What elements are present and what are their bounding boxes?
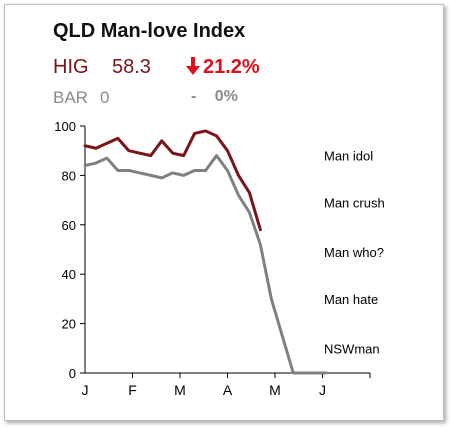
series-line-hig <box>83 129 262 232</box>
y-tick-label: 60 <box>62 218 76 233</box>
down-arrow-icon <box>186 56 200 79</box>
bar-change: - 0% <box>191 88 238 106</box>
hig-change: 21.2% <box>186 56 260 79</box>
x-tick-label: M <box>269 382 281 398</box>
x-tick-label: J <box>82 382 89 398</box>
y-tick-label: 20 <box>62 317 76 332</box>
hig-change-value: 21.2% <box>203 56 260 78</box>
band-label: Man idol <box>324 149 373 164</box>
y-tick-label: 0 <box>69 366 76 381</box>
series-line-bar <box>83 154 328 375</box>
band-label: Man crush <box>324 196 385 211</box>
band-label: NSWman <box>324 341 380 356</box>
bar-label: BAR <box>53 88 88 107</box>
y-tick-label: 100 <box>54 119 76 134</box>
bar-value: 0 <box>100 88 110 107</box>
hig-label: HIG <box>53 56 89 78</box>
chart-title: QLD Man-love Index <box>53 20 246 42</box>
x-tick-label: F <box>128 382 137 398</box>
x-tick-label: J <box>319 382 326 398</box>
y-tick-label: 40 <box>62 267 76 282</box>
hig-value: 58.3 <box>112 56 151 78</box>
band-label: Man hate <box>324 292 378 307</box>
chart-card <box>4 4 444 421</box>
bar-change-value: 0% <box>214 88 238 105</box>
y-tick-label: 80 <box>62 168 76 183</box>
x-tick-label: M <box>174 382 186 398</box>
bar-change-symbol: - <box>191 88 197 105</box>
band-label: Man who? <box>324 245 384 260</box>
x-tick-label: A <box>223 382 233 398</box>
